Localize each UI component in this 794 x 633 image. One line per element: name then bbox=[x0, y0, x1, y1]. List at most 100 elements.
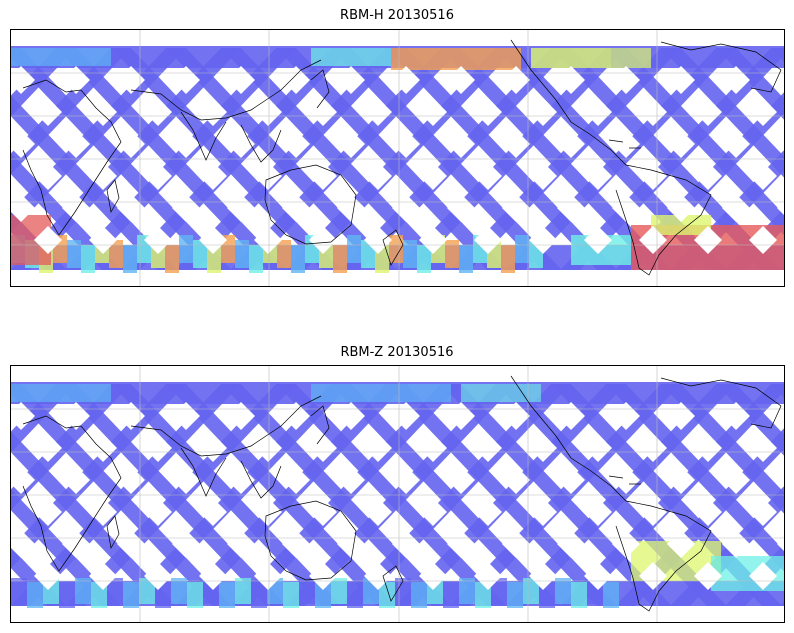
gap-cell bbox=[722, 130, 750, 158]
intensity-cell bbox=[515, 235, 529, 263]
intensity-cell bbox=[11, 578, 27, 604]
gap-cell bbox=[667, 530, 695, 558]
intensity-cell bbox=[347, 235, 361, 263]
gap-cell bbox=[254, 562, 282, 590]
coastline bbox=[608, 475, 641, 485]
gap-cell bbox=[502, 194, 530, 222]
gap-cell bbox=[227, 194, 255, 222]
gap-cell bbox=[557, 466, 585, 494]
gap-cell bbox=[777, 201, 784, 215]
intensity-cell bbox=[315, 582, 331, 608]
coastline bbox=[510, 375, 712, 612]
gap-cell bbox=[254, 498, 282, 526]
gap-cell bbox=[694, 498, 722, 526]
coastline bbox=[310, 405, 330, 445]
coastline bbox=[264, 500, 357, 581]
gap-cell bbox=[557, 194, 585, 222]
gap-cell bbox=[309, 434, 337, 462]
gap-cell bbox=[144, 98, 172, 126]
map-rbm-h bbox=[10, 29, 785, 287]
gap-cell bbox=[364, 98, 392, 126]
gap-cell bbox=[227, 466, 255, 494]
gap-cell bbox=[667, 194, 695, 222]
intensity-cell bbox=[109, 240, 123, 268]
gap-cell bbox=[11, 530, 35, 558]
gap-cell bbox=[667, 466, 695, 494]
gap-cell bbox=[474, 98, 502, 126]
gap-cell bbox=[172, 194, 200, 222]
gap-cell bbox=[584, 226, 612, 254]
gap-cell bbox=[282, 530, 310, 558]
intensity-cell bbox=[11, 384, 111, 402]
graticule bbox=[11, 366, 784, 622]
gap-cell bbox=[777, 473, 784, 487]
intensity-cell bbox=[531, 48, 611, 68]
gap-cell bbox=[419, 98, 447, 126]
gap-cell bbox=[34, 162, 62, 190]
swath-track bbox=[606, 384, 784, 572]
swath-track bbox=[606, 48, 784, 236]
gap-cell bbox=[199, 162, 227, 190]
coastline bbox=[510, 39, 712, 276]
gap-cell bbox=[117, 130, 145, 158]
gap-cell bbox=[34, 434, 62, 462]
intensity-cell bbox=[81, 245, 95, 273]
gap-cell bbox=[282, 466, 310, 494]
gap-cell bbox=[89, 562, 117, 590]
intensity-cell bbox=[311, 384, 451, 402]
intensity-cell bbox=[207, 245, 221, 273]
intensity-cell bbox=[179, 235, 193, 263]
intensity-cell bbox=[459, 578, 475, 604]
gap-cell bbox=[502, 530, 530, 558]
gap-cell bbox=[172, 130, 200, 158]
gap-cell bbox=[722, 466, 750, 494]
gap-cell bbox=[584, 562, 612, 590]
gap-cell bbox=[199, 434, 227, 462]
gap-cell bbox=[474, 162, 502, 190]
gap-cell bbox=[419, 226, 447, 254]
gap-cell bbox=[89, 226, 117, 254]
intensity-cell bbox=[389, 235, 403, 263]
gap-cell bbox=[89, 498, 117, 526]
coastline bbox=[382, 229, 404, 266]
gap-cell bbox=[11, 466, 35, 494]
gap-cell bbox=[447, 530, 475, 558]
gap-cell bbox=[117, 466, 145, 494]
intensity-cell bbox=[347, 582, 363, 608]
gap-cell bbox=[62, 530, 90, 558]
gap-cell bbox=[254, 226, 282, 254]
gap-cell bbox=[62, 194, 90, 222]
gap-cell bbox=[89, 162, 117, 190]
gap-cell bbox=[309, 498, 337, 526]
coastline bbox=[240, 124, 282, 163]
intensity-cell bbox=[187, 582, 203, 608]
coastline bbox=[660, 41, 782, 93]
gap-cell bbox=[447, 194, 475, 222]
panel-title-rbm-h: RBM-H 20130516 bbox=[340, 8, 454, 23]
gap-cell bbox=[639, 226, 667, 254]
coastline bbox=[660, 377, 782, 429]
gap-cell bbox=[694, 562, 722, 590]
intensity-cell bbox=[75, 578, 91, 604]
intensity-cell bbox=[235, 240, 249, 268]
gap-cell bbox=[474, 562, 502, 590]
gap-cell bbox=[612, 466, 640, 494]
intensity-cell bbox=[459, 245, 473, 273]
gap-cell bbox=[584, 162, 612, 190]
gap-cell bbox=[11, 130, 35, 158]
gap-cell bbox=[419, 434, 447, 462]
gap-cell bbox=[777, 409, 784, 423]
coastlines bbox=[22, 375, 782, 612]
gap-cell bbox=[749, 226, 777, 254]
intensity-cell bbox=[123, 245, 137, 273]
gap-cell bbox=[364, 434, 392, 462]
gap-cell bbox=[34, 562, 62, 590]
gap-cell bbox=[364, 498, 392, 526]
intensity-cell bbox=[331, 578, 347, 604]
gap-cell bbox=[749, 162, 777, 190]
intensity-cell bbox=[501, 245, 515, 273]
gap-cell bbox=[722, 194, 750, 222]
gap-cell bbox=[502, 130, 530, 158]
gap-cell bbox=[694, 434, 722, 462]
gap-cell bbox=[749, 98, 777, 126]
